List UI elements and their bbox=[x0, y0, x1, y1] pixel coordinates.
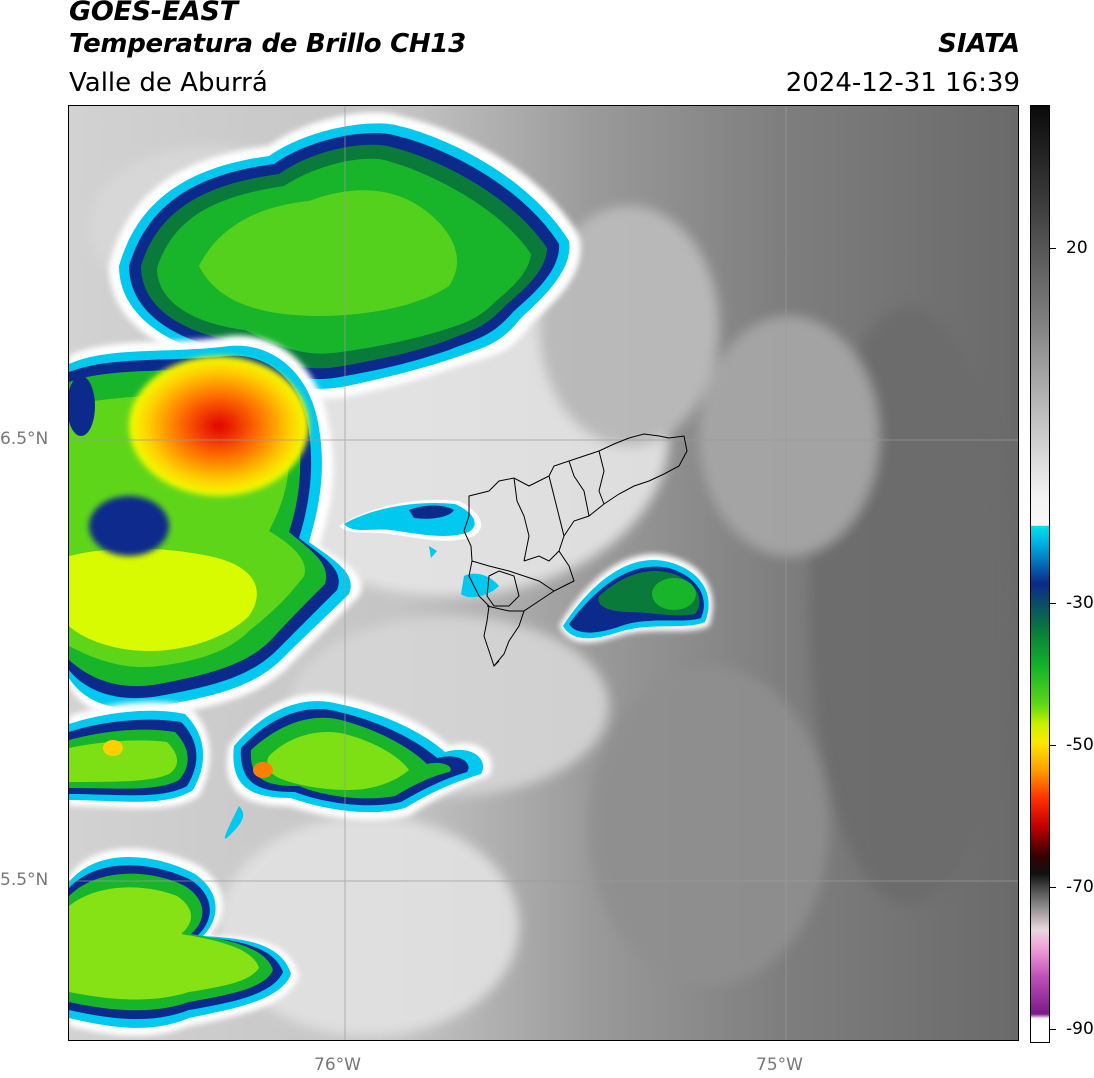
municipal-boundaries bbox=[463, 433, 688, 668]
colorbar-label-20: 20 bbox=[1066, 238, 1088, 258]
colorbar-tick bbox=[1050, 745, 1056, 746]
y-tick-5-5n: 5.5°N bbox=[0, 870, 49, 890]
product-subtitle: Temperatura de Brillo CH13 bbox=[69, 29, 466, 59]
region-label: Valle de Aburrá bbox=[69, 68, 268, 98]
cold-pixels-valley bbox=[339, 499, 499, 598]
colorbar-label-minus-70: -70 bbox=[1066, 877, 1094, 897]
cloud-cluster-east bbox=[559, 554, 713, 643]
cloud-cluster-south bbox=[69, 848, 299, 1036]
x-tick-75w: 75°W bbox=[756, 1055, 803, 1075]
organization-label: SIATA bbox=[938, 29, 1020, 59]
y-tick-6-5n: 6.5°N bbox=[0, 429, 49, 449]
cloud-cluster-west bbox=[69, 335, 362, 719]
cloud-cluster-central bbox=[224, 693, 492, 839]
colorbar-label-minus-90: -90 bbox=[1066, 1019, 1094, 1039]
colorbar-tick bbox=[1050, 887, 1056, 888]
product-title: GOES-EAST bbox=[69, 0, 238, 27]
datetime-label: 2024-12-31 16:39 bbox=[785, 68, 1020, 98]
colorbar-ramp bbox=[1031, 106, 1049, 1042]
x-tick-76w: 76°W bbox=[314, 1055, 361, 1075]
colorbar-label-minus-30: -30 bbox=[1066, 593, 1094, 613]
colorbar-tick bbox=[1050, 248, 1056, 249]
satellite-map[interactable] bbox=[68, 105, 1019, 1041]
graticule bbox=[69, 106, 1018, 1040]
colorbar bbox=[1030, 105, 1050, 1043]
colorbar-tick bbox=[1050, 1029, 1056, 1030]
cloud-cluster-southwest bbox=[69, 701, 210, 809]
colorbar-tick bbox=[1050, 603, 1056, 604]
brightness-temperature-field bbox=[69, 106, 1018, 1040]
colorbar-label-minus-50: -50 bbox=[1066, 735, 1094, 755]
